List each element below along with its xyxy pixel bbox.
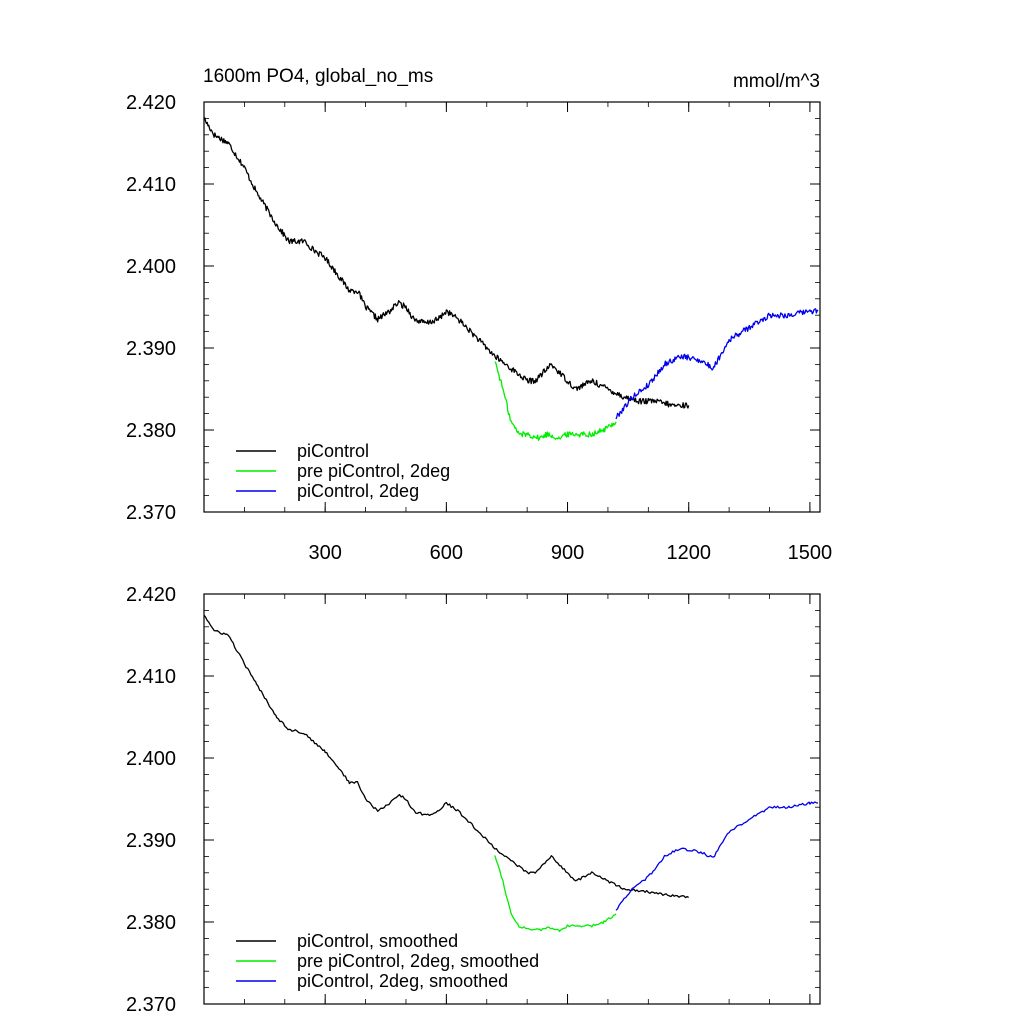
y-tick-label: 2.400 (126, 256, 176, 278)
top-panel-title: 1600m PO4, global_no_ms (203, 66, 433, 87)
y-tick-label: 2.420 (126, 584, 176, 606)
y-tick-label: 2.420 (126, 92, 176, 114)
top-legend: piControl pre piControl, 2deg piControl,… (236, 441, 450, 501)
bottom-legend-label-picontrol-smoothed: piControl, smoothed (297, 931, 458, 951)
top-series-lines (203, 117, 819, 441)
y-tick-label: 2.380 (126, 420, 176, 442)
series-line-pre-picontrol-2deg (494, 361, 617, 441)
y-tick-label: 2.370 (126, 994, 176, 1016)
bottom-legend-label-picontrol-2deg-smoothed: piControl, 2deg, smoothed (297, 971, 508, 991)
top-plot-frame (203, 101, 821, 513)
bottom-y-tick-labels: 2.370 2.380 2.390 2.400 2.410 2.420 (126, 584, 176, 1016)
y-tick-label: 2.390 (126, 830, 176, 852)
bottom-axis-ticks (204, 593, 820, 1005)
y-tick-label: 2.410 (126, 174, 176, 196)
x-tick-label: 300 (308, 542, 341, 564)
top-legend-label-pre-picontrol: pre piControl, 2deg (297, 461, 450, 481)
bottom-legend: piControl, smoothed pre piControl, 2deg,… (236, 931, 539, 991)
top-panel: 1600m PO4, global_no_ms mmol/m^3 2.3702.… (126, 66, 832, 564)
bottom-panel: 2.370 2.380 2.390 2.400 2.410 2.420 piControl… (126, 584, 821, 1016)
y-tick-label: 2.390 (126, 338, 176, 360)
series-line-picontrol-smoothed (203, 614, 689, 899)
bottom-legend-label-pre-picontrol-smoothed: pre piControl, 2deg, smoothed (297, 951, 539, 971)
x-tick-label: 1500 (788, 542, 833, 564)
y-tick-label: 2.410 (126, 666, 176, 688)
x-tick-label: 1200 (666, 542, 711, 564)
top-y-tick-labels: 2.370 2.380 2.390 2.400 2.410 2.420 (126, 92, 176, 524)
y-tick-label: 2.380 (126, 912, 176, 934)
top-axis-ticks (204, 101, 820, 513)
bottom-series-lines (203, 614, 819, 933)
x-tick-label: 900 (551, 542, 584, 564)
top-x-tick-labels: 300 600 900 1200 1500 (308, 542, 832, 564)
top-panel-units: mmol/m^3 (733, 71, 820, 92)
bottom-plot-frame (203, 593, 821, 1005)
series-line-picontrol-2deg (615, 308, 819, 420)
top-legend-label-picontrol-2deg: piControl, 2deg (297, 481, 419, 501)
series-line-pre-picontrol-2deg-smoothed (494, 855, 617, 933)
series-line-picontrol (203, 117, 690, 409)
x-tick-label: 600 (430, 542, 463, 564)
top-legend-label-picontrol: piControl (297, 441, 369, 461)
y-tick-label: 2.370 (126, 502, 176, 524)
series-line-picontrol-2deg-smoothed (615, 801, 819, 911)
y-tick-label: 2.400 (126, 748, 176, 770)
